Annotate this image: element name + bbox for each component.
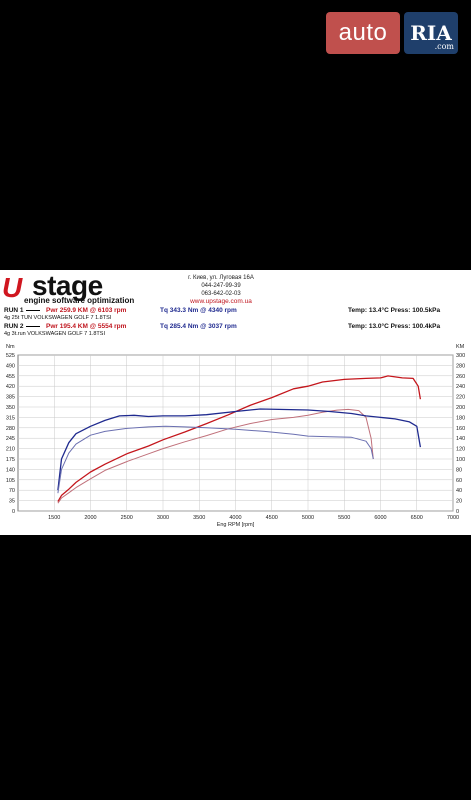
y-left-tick-label: 210 bbox=[6, 447, 15, 453]
run1-legend-line bbox=[26, 309, 40, 311]
y-left-tick-label: 35 bbox=[9, 499, 15, 505]
x-tick-label: 1500 bbox=[48, 515, 60, 521]
dyno-sheet: U stage engine software optimization г. … bbox=[0, 270, 471, 535]
x-tick-label: 6500 bbox=[411, 515, 423, 521]
run2-description: 4g 3t.run VOLKSWAGEN GOLF 7 1.8TSI bbox=[4, 331, 105, 337]
x-tick-label: 4000 bbox=[229, 515, 241, 521]
y-left-tick-label: 280 bbox=[6, 426, 15, 432]
run1-power-line bbox=[57, 375, 422, 502]
run2-name: RUN 2 bbox=[4, 323, 24, 330]
x-tick-label: 6000 bbox=[374, 515, 386, 521]
x-tick-label: 4500 bbox=[266, 515, 278, 521]
run1-torque: Tq 343.3 Nm @ 4340 rpm bbox=[160, 307, 237, 314]
y-right-unit: KM bbox=[456, 344, 465, 350]
x-tick-label: 2000 bbox=[84, 515, 96, 521]
run2-legend-line bbox=[26, 325, 40, 327]
y-left-tick-label: 490 bbox=[6, 363, 15, 369]
y-left-tick-label: 245 bbox=[6, 436, 15, 442]
logo-stage: stage bbox=[32, 270, 103, 301]
x-tick-label: 7000 bbox=[447, 515, 459, 521]
autoria-watermark-ria: RIA .com bbox=[404, 12, 458, 54]
y-right-tick-label: 160 bbox=[456, 426, 465, 432]
y-right-tick-label: 200 bbox=[456, 405, 465, 411]
contact-address: г. Киев, ул. Луговая 16А bbox=[188, 275, 254, 281]
upstage-logo: U stage engine software optimization bbox=[2, 270, 152, 306]
y-left-tick-label: 350 bbox=[6, 405, 15, 411]
x-tick-label: 2500 bbox=[121, 515, 133, 521]
run1-name: RUN 1 bbox=[4, 307, 24, 314]
dyno-chart: 0 35 70 105 140 175 210 245 280 315 350 385 420 455 49… bbox=[6, 344, 465, 528]
x-tick-label: 5000 bbox=[302, 515, 314, 521]
run2-header: RUN 2 Pwr 195.4 KM @ 5554 rpm Tq 285.4 Nm… bbox=[4, 323, 440, 331]
y-right-tick-label: 180 bbox=[456, 415, 465, 421]
y-left-tick-label: 0 bbox=[12, 509, 15, 515]
x-tick-label: 5500 bbox=[338, 515, 350, 521]
run2-torque: Tq 285.4 Nm @ 3037 rpm bbox=[160, 323, 237, 330]
y-left-tick-label: 525 bbox=[6, 353, 15, 359]
run1-description: 4g 25t TUN VOLKSWAGEN GOLF 7 1.8TSI bbox=[4, 315, 112, 321]
y-left-tick-label: 140 bbox=[6, 467, 15, 473]
y-right-tick-label: 80 bbox=[456, 467, 462, 473]
logo-tagline: engine software optimization bbox=[24, 296, 135, 305]
run1-torque-line bbox=[57, 408, 422, 491]
run2-power: Pwr 195.4 KM @ 5554 rpm bbox=[46, 323, 127, 330]
y-right-tick-label: 100 bbox=[456, 457, 465, 463]
contact-block: г. Киев, ул. Луговая 16А 044-247-99-39 0… bbox=[166, 274, 276, 306]
contact-phone-1: 044-247-99-39 bbox=[201, 283, 241, 289]
run-summary: RUN 1 Pwr 259.9 KM @ 6103 rpm Tq 343.3 Nm… bbox=[4, 307, 440, 339]
contact-phone-2: 063-642-02-03 bbox=[201, 291, 241, 297]
y-left-unit: Nm bbox=[6, 344, 15, 350]
y-right-tick-label: 260 bbox=[456, 374, 465, 380]
logo-up: U bbox=[2, 272, 22, 303]
y-right-tick-label: 40 bbox=[456, 488, 462, 494]
y-right-tick-label: 280 bbox=[456, 363, 465, 369]
y-right-tick-label: 0 bbox=[456, 509, 459, 515]
y-left-tick-label: 385 bbox=[6, 395, 15, 401]
run1-conditions: Temp: 13.4°C Press: 100.5kPa bbox=[348, 307, 441, 314]
x-tick-label: 3000 bbox=[157, 515, 169, 521]
y-right-tick-label: 120 bbox=[456, 447, 465, 453]
y-right-tick-label: 300 bbox=[456, 353, 465, 359]
y-right-tick-label: 240 bbox=[456, 384, 465, 390]
y-left-tick-label: 455 bbox=[6, 374, 15, 380]
contact-url: www.upstage.com.ua bbox=[190, 298, 252, 305]
y-right-tick-label: 140 bbox=[456, 436, 465, 442]
y-left-tick-label: 175 bbox=[6, 457, 15, 463]
y-right-tick-label: 20 bbox=[456, 499, 462, 505]
run1-power: Pwr 259.9 KM @ 6103 rpm bbox=[46, 307, 127, 314]
run2-conditions: Temp: 13.0°C Press: 100.4kPa bbox=[348, 323, 441, 330]
y-left-tick-label: 315 bbox=[6, 415, 15, 421]
x-axis-label: Eng RPM [rpm] bbox=[217, 522, 255, 528]
y-right-tick-label: 60 bbox=[456, 478, 462, 484]
run1-header: RUN 1 Pwr 259.9 KM @ 6103 rpm Tq 343.3 Nm… bbox=[4, 307, 440, 315]
y-left-tick-label: 70 bbox=[9, 488, 15, 494]
run2-torque-line bbox=[57, 425, 374, 494]
y-left-tick-label: 105 bbox=[6, 478, 15, 484]
y-right-tick-label: 220 bbox=[456, 395, 465, 401]
y-left-tick-label: 420 bbox=[6, 384, 15, 390]
autoria-watermark-auto: auto bbox=[326, 12, 400, 54]
x-tick-label: 3500 bbox=[193, 515, 205, 521]
